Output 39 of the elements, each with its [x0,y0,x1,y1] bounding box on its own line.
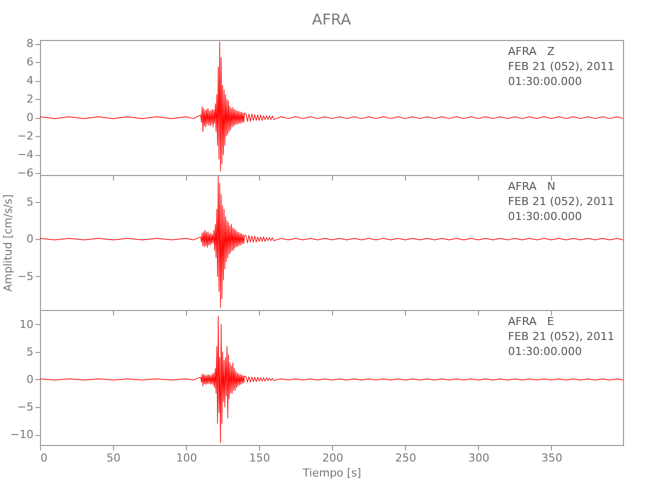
y-tick-label: 6 [26,56,34,69]
x-tick-label: 150 [249,452,270,464]
x-tick-label: 200 [322,452,344,464]
y-tick-label: 0 [26,232,34,246]
x-tick-label: 100 [176,452,198,464]
annotation: AFRA Z [508,45,556,58]
annotation: FEB 21 (052), 2011 [508,195,614,208]
chart-title: AFRA [312,10,352,29]
x-tick-label: 50 [106,452,121,464]
y-tick-label: −5 [17,400,34,414]
y-tick-label: 2 [26,92,34,106]
y-tick-label: −5 [17,270,34,283]
y-tick-label: −10 [10,428,34,442]
annotation: AFRA N [508,180,556,193]
annotation: 01:30:00.000 [508,345,582,358]
y-tick-label: 4 [26,74,34,88]
x-tick-label: 300 [468,452,490,464]
line-series [40,316,623,444]
x-axis-title: Tiempo [s] [302,466,362,480]
annotation: AFRA E [508,315,554,328]
y-tick-label: 5 [26,345,34,358]
y-axis-title: Amplitud [cm/s/s] [1,194,14,292]
line-series [40,175,623,308]
y-tick-label: 0 [26,111,34,124]
y-tick-label: −2 [17,130,34,143]
annotation: 01:30:00.000 [508,210,582,223]
y-tick-label: 0 [26,372,34,386]
x-tick-label: 250 [395,452,416,464]
x-tick-label: 350 [541,452,562,464]
annotation: 01:30:00.000 [508,75,582,88]
annotation: FEB 21 (052), 2011 [508,330,614,343]
y-tick-label: −6 [17,166,34,180]
y-tick-label: 5 [26,195,34,208]
annotation: FEB 21 (052), 2011 [508,60,614,73]
line-series [40,42,623,172]
y-tick-label: 8 [26,37,34,50]
x-tick-label: 0 [40,452,48,464]
y-tick-label: 10 [20,318,34,331]
y-tick-label: −4 [17,148,34,162]
